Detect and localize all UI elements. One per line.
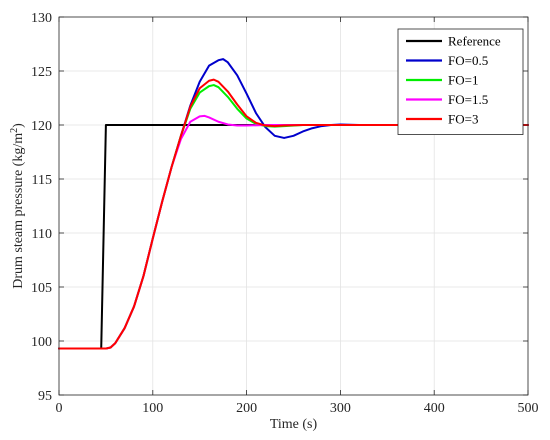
x-tick-label: 0 <box>56 401 63 416</box>
x-tick-label: 200 <box>236 401 257 416</box>
legend-label: Reference <box>448 34 501 49</box>
y-tick-label: 100 <box>31 335 52 350</box>
y-axis-label-main: Drum steam pressure (kg/m <box>11 133 26 289</box>
x-tick-label: 500 <box>518 401 539 416</box>
legend-box <box>397 28 524 135</box>
series-line-fo-3 <box>58 78 529 350</box>
ticks: 0 100 200 300 400 500 95 100 105 110 115 120 125 130 <box>31 11 539 416</box>
y-axis-label-close: ) <box>11 123 26 128</box>
y-tick-label: 130 <box>31 11 52 26</box>
y-tick-label: 105 <box>31 281 52 296</box>
x-tick-label: 100 <box>142 401 163 416</box>
legend: Reference FO=0.5 FO=1 FO=1.5 FO=3 <box>397 28 524 135</box>
plot-frame <box>58 16 529 396</box>
x-axis-label: Time (s) <box>270 417 318 432</box>
y-tick-label: 120 <box>31 119 52 134</box>
legend-label: FO=1.5 <box>448 92 488 107</box>
series-group <box>58 58 529 350</box>
legend-label: FO=0.5 <box>448 53 488 68</box>
legend-label: FO=3 <box>448 112 478 127</box>
x-tick-label: 300 <box>330 401 351 416</box>
y-tick-label: 125 <box>31 65 52 80</box>
y-axis-label: Drum steam pressure (kg/m2) <box>9 123 27 289</box>
legend-label: FO=1 <box>448 73 478 88</box>
x-tick-label: 400 <box>424 401 445 416</box>
y-tick-label: 95 <box>38 389 52 404</box>
y-tick-label: 115 <box>32 173 52 188</box>
y-axis-label-superscript: 2 <box>9 128 20 133</box>
y-tick-label: 110 <box>32 227 52 242</box>
